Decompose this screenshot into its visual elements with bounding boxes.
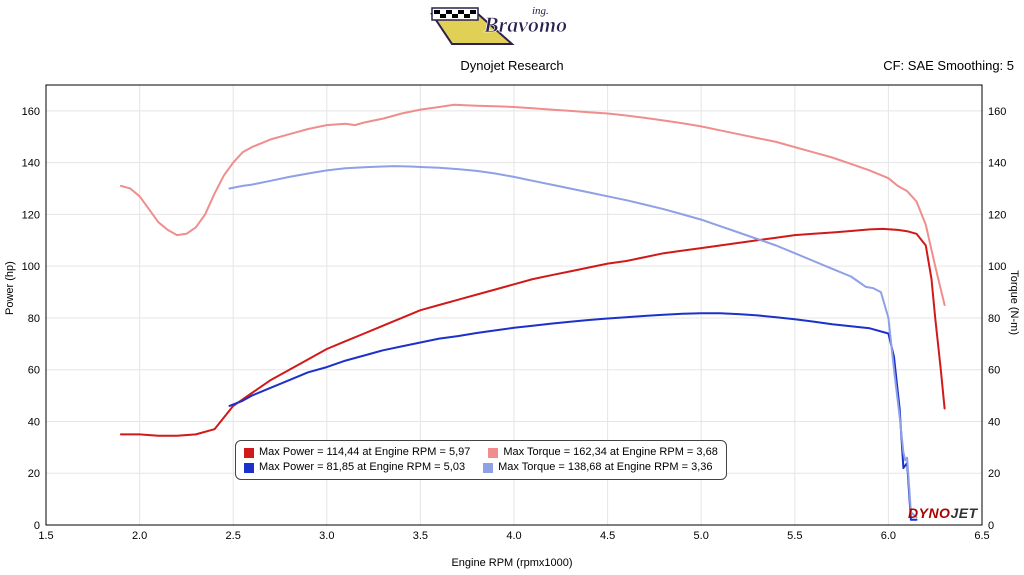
legend-swatch — [244, 448, 254, 458]
chart-title: Dynojet Research — [460, 58, 563, 73]
svg-text:3.0: 3.0 — [319, 530, 334, 542]
legend-swatch — [483, 463, 493, 473]
svg-text:60: 60 — [988, 365, 1000, 377]
svg-text:120: 120 — [22, 209, 40, 221]
legend: Max Power = 114,44 at Engine RPM = 5,97M… — [235, 440, 727, 480]
dynojet-watermark: DYNOJET — [908, 505, 978, 521]
logo-main-text: Bravomo — [483, 12, 567, 37]
legend-text: Max Torque = 162,34 at Engine RPM = 3,68 — [503, 445, 717, 460]
smoothing-info: CF: SAE Smoothing: 5 — [883, 58, 1014, 73]
svg-text:80: 80 — [28, 313, 40, 325]
svg-text:2.0: 2.0 — [132, 530, 147, 542]
svg-text:20: 20 — [28, 468, 40, 480]
legend-item: Max Power = 114,44 at Engine RPM = 5,97 — [244, 445, 470, 460]
svg-text:80: 80 — [988, 313, 1000, 325]
svg-text:160: 160 — [988, 106, 1006, 118]
svg-text:160: 160 — [22, 106, 40, 118]
legend-text: Max Torque = 138,68 at Engine RPM = 3,36 — [498, 460, 712, 475]
svg-text:4.0: 4.0 — [506, 530, 521, 542]
svg-text:100: 100 — [988, 261, 1006, 273]
legend-row: Max Power = 114,44 at Engine RPM = 5,97 M… — [244, 445, 718, 460]
legend-item: Max Power = 81,85 at Engine RPM = 5,03 — [244, 460, 465, 475]
svg-text:20: 20 — [988, 468, 1000, 480]
legend-row: Max Power = 81,85 at Engine RPM = 5,03 Ma… — [244, 460, 718, 475]
legend-swatch — [488, 448, 498, 458]
watermark-jet: JET — [950, 505, 977, 521]
svg-text:5.5: 5.5 — [787, 530, 802, 542]
svg-text:4.5: 4.5 — [600, 530, 615, 542]
svg-text:5.0: 5.0 — [694, 530, 709, 542]
svg-text:140: 140 — [22, 158, 40, 170]
svg-text:0: 0 — [34, 520, 40, 532]
svg-text:40: 40 — [988, 416, 1000, 428]
legend-swatch — [244, 463, 254, 473]
svg-text:60: 60 — [28, 365, 40, 377]
svg-text:40: 40 — [28, 416, 40, 428]
svg-text:120: 120 — [988, 209, 1006, 221]
svg-text:0: 0 — [988, 520, 994, 532]
dyno-chart: 1.52.02.53.03.54.04.55.05.56.06.50204060… — [0, 75, 1024, 575]
legend-text: Max Power = 114,44 at Engine RPM = 5,97 — [259, 445, 470, 460]
svg-text:2.5: 2.5 — [226, 530, 241, 542]
x-axis-label: Engine RPM (rpmx1000) — [451, 557, 572, 569]
legend-text: Max Power = 81,85 at Engine RPM = 5,03 — [259, 460, 465, 475]
legend-item: Max Torque = 162,34 at Engine RPM = 3,68 — [488, 445, 717, 460]
y-right-label: Torque (N-m) — [1008, 270, 1020, 335]
watermark-dyno: DYNO — [908, 505, 950, 521]
brand-logo: Bravomo ing. — [422, 2, 602, 59]
y-left-label: Power (hp) — [4, 261, 16, 315]
header: Bravomo ing. Dynojet Research CF: SAE Sm… — [0, 0, 1024, 75]
svg-text:6.0: 6.0 — [881, 530, 896, 542]
svg-text:140: 140 — [988, 158, 1006, 170]
chart-area: 1.52.02.53.03.54.04.55.05.56.06.50204060… — [0, 75, 1024, 575]
logo-sup-text: ing. — [532, 5, 549, 17]
legend-item: Max Torque = 138,68 at Engine RPM = 3,36 — [483, 460, 712, 475]
svg-text:1.5: 1.5 — [38, 530, 53, 542]
svg-text:3.5: 3.5 — [413, 530, 428, 542]
svg-text:100: 100 — [22, 261, 40, 273]
